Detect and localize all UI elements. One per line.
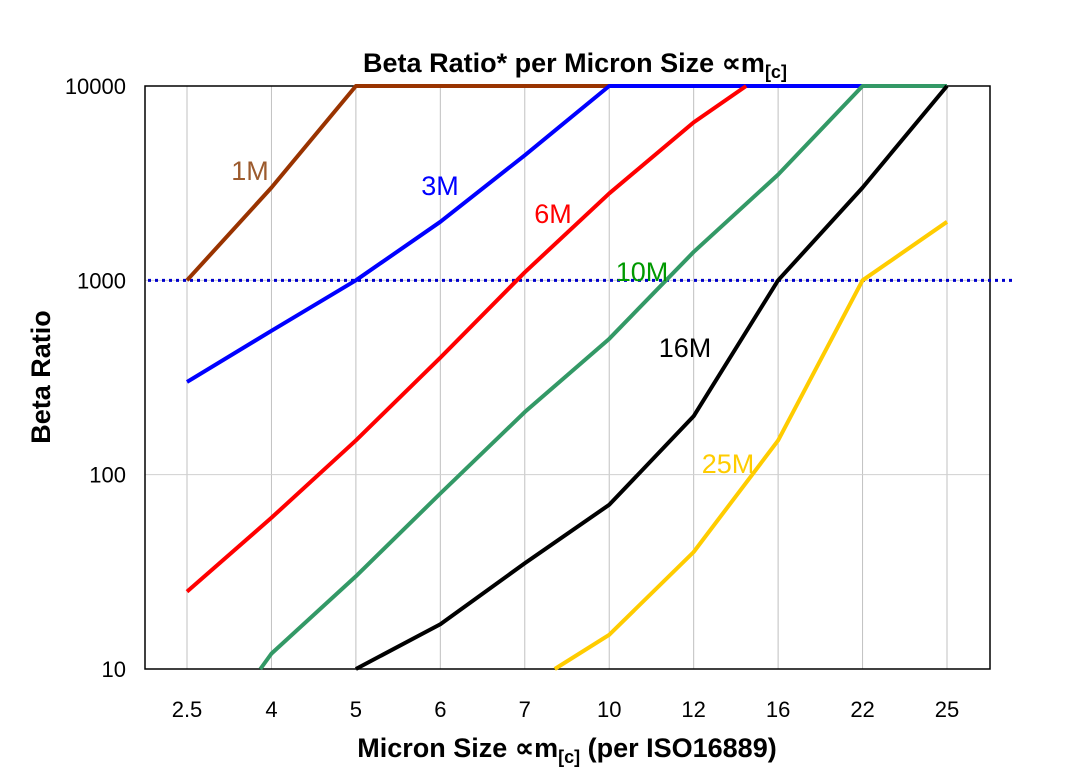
x-axis-label: Micron Size ∝m[c] (per ISO16889) xyxy=(357,733,776,767)
x-tick-label: 2.5 xyxy=(172,697,203,722)
y-tick-label: 10 xyxy=(102,657,126,682)
chart-title: Beta Ratio* per Micron Size ∝m[c] xyxy=(363,48,787,82)
y-tick-label: 100 xyxy=(89,463,126,488)
series-line-25M xyxy=(553,220,949,671)
series-label-10M: 10M xyxy=(616,257,669,287)
y-axis-label: Beta Ratio xyxy=(26,310,56,444)
series-label-16M: 16M xyxy=(659,333,712,363)
series-line-10M xyxy=(258,84,947,671)
x-tick-label: 7 xyxy=(519,697,531,722)
y-tick-label: 10000 xyxy=(65,74,126,99)
x-tick-label: 4 xyxy=(265,697,277,722)
x-tick-label: 25 xyxy=(935,697,959,722)
series-label-3M: 3M xyxy=(421,171,459,201)
series-label-1M: 1M xyxy=(231,156,269,186)
x-tick-label: 12 xyxy=(681,697,705,722)
x-tick-label: 16 xyxy=(766,697,790,722)
x-tick-label: 5 xyxy=(350,697,362,722)
x-tick-label: 22 xyxy=(850,697,874,722)
x-tick-label: 6 xyxy=(434,697,446,722)
x-tick-label: 10 xyxy=(597,697,621,722)
series-label-6M: 6M xyxy=(534,199,572,229)
series-line-6M xyxy=(185,84,748,594)
series-line-3M xyxy=(185,84,947,384)
series-line-16M xyxy=(354,84,949,671)
series-label-25M: 25M xyxy=(702,449,755,479)
y-tick-label: 1000 xyxy=(77,268,126,293)
